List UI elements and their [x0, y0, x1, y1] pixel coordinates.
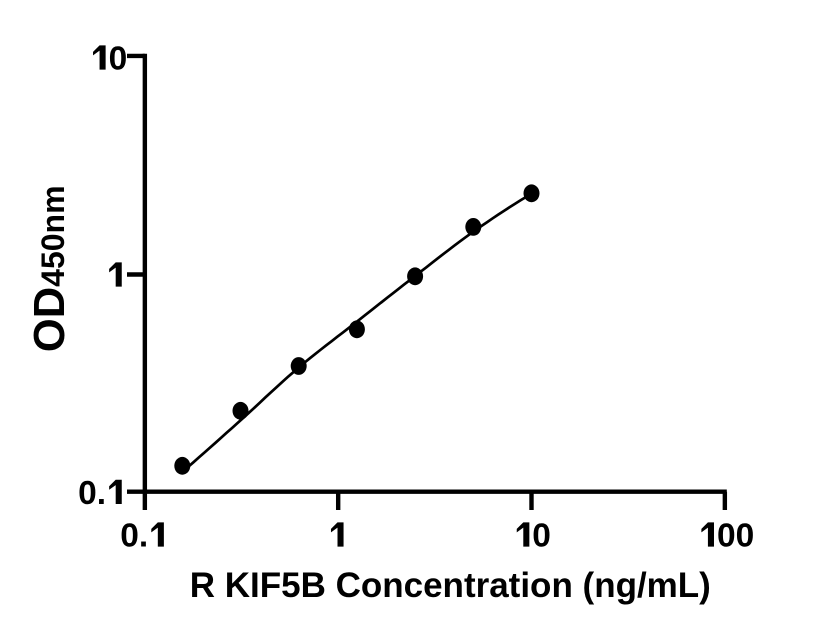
svg-text:R KIF5B Concentration (ng/mL): R KIF5B Concentration (ng/mL) — [190, 566, 711, 605]
svg-text:00: 00 — [717, 518, 754, 555]
svg-text:0.: 0. — [78, 475, 106, 512]
svg-text:0: 0 — [532, 518, 551, 555]
svg-text:0.: 0. — [120, 518, 148, 555]
svg-text:0: 0 — [109, 41, 128, 78]
